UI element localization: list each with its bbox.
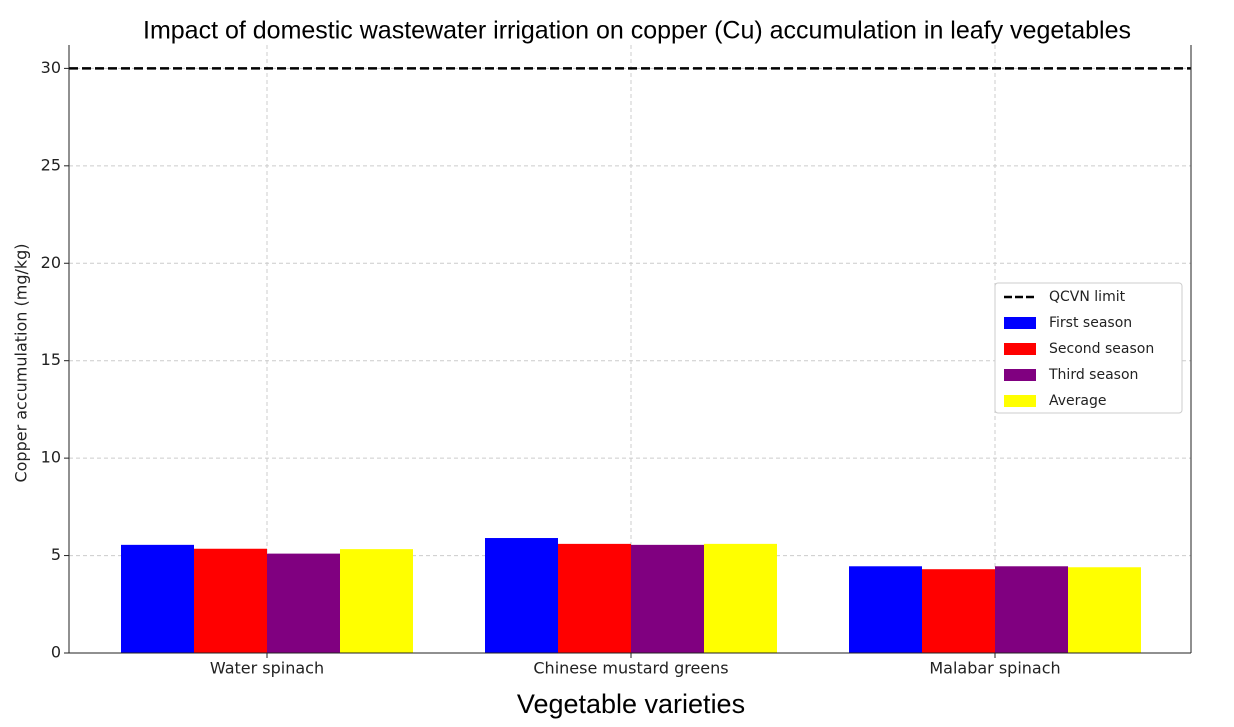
legend-swatch [1004, 343, 1036, 355]
legend-swatch [1004, 395, 1036, 407]
legend: QCVN limit First season Second season Third… [994, 282, 1183, 414]
x-axis-label: Vegetable varieties [517, 689, 745, 719]
y-tick-label: 5 [51, 545, 61, 564]
legend-label: QCVN limit [1049, 289, 1126, 305]
legend-swatch [1004, 369, 1036, 381]
bar [922, 569, 995, 653]
bar [1068, 567, 1141, 653]
legend-label: First season [1049, 315, 1132, 331]
legend-swatch [1004, 317, 1036, 329]
y-tick-label: 10 [41, 448, 61, 467]
legend-label: Second season [1049, 341, 1154, 357]
y-tick-label: 20 [41, 253, 61, 272]
x-tick-label: Water spinach [210, 659, 324, 678]
bar [631, 544, 704, 653]
bar [121, 544, 194, 653]
bar [340, 549, 413, 653]
x-tick-label: Malabar spinach [929, 659, 1060, 678]
bar [267, 553, 340, 653]
bar [558, 543, 631, 653]
y-tick-label: 15 [41, 350, 61, 369]
y-axis-label: Copper accumulation (mg/kg) [12, 243, 31, 482]
bar [485, 538, 558, 653]
y-tick-label: 0 [51, 643, 61, 662]
chart-title: Impact of domestic wastewater irrigation… [143, 17, 1131, 45]
bar [194, 548, 267, 653]
bar [849, 566, 922, 653]
y-tick-label: 25 [41, 155, 61, 174]
bar [995, 566, 1068, 653]
legend-frame [994, 282, 1183, 414]
y-tick-label: 30 [41, 58, 61, 77]
legend-label: Average [1049, 393, 1107, 409]
x-tick-label: Chinese mustard greens [533, 659, 728, 678]
legend-label: Third season [1048, 367, 1138, 383]
bar [704, 543, 777, 653]
